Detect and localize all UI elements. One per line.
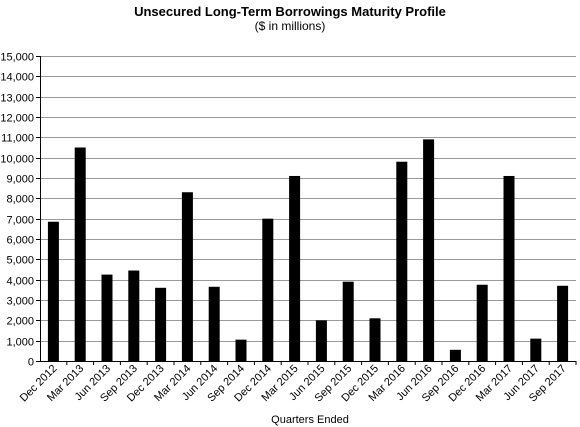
bar [449,349,461,361]
x-axis-label: Quarters Ended [271,414,349,426]
y-tick-label: 6,000 [6,235,34,247]
y-tick-label: 0 [28,357,34,369]
y-tick-label: 5,000 [6,255,34,267]
bar [181,192,193,361]
bar [557,285,569,361]
bar [155,287,167,361]
chart-title: Unsecured Long-Term Borrowings Maturity … [134,4,446,19]
y-tick-label: 4,000 [6,276,34,288]
bar [342,281,354,361]
bar [289,175,301,361]
bar [74,147,86,361]
bar [423,139,435,361]
y-tick-label: 15,000 [0,52,34,64]
bar [396,161,408,361]
y-tick-label: 7,000 [6,215,34,227]
y-tick-label: 1,000 [6,337,34,349]
bar [235,339,247,361]
y-tick-label: 14,000 [0,72,34,84]
chart-subtitle: ($ in millions) [254,19,326,33]
bar [128,270,140,361]
bar [476,284,488,361]
bar [47,221,59,361]
bar [208,286,220,361]
bar [530,338,542,361]
y-tick-label: 12,000 [0,113,34,125]
y-tick-label: 2,000 [6,316,34,328]
bar [315,320,327,361]
y-tick-label: 13,000 [0,93,34,105]
y-tick-label: 11,000 [1,133,34,145]
y-tick-label: 8,000 [6,194,34,206]
bar [101,274,113,361]
bar [503,175,515,361]
bar [262,218,274,361]
y-tick-label: 3,000 [6,296,34,308]
bar [369,318,381,361]
y-tick-label: 10,000 [0,154,34,166]
y-tick-label: 9,000 [6,174,34,186]
